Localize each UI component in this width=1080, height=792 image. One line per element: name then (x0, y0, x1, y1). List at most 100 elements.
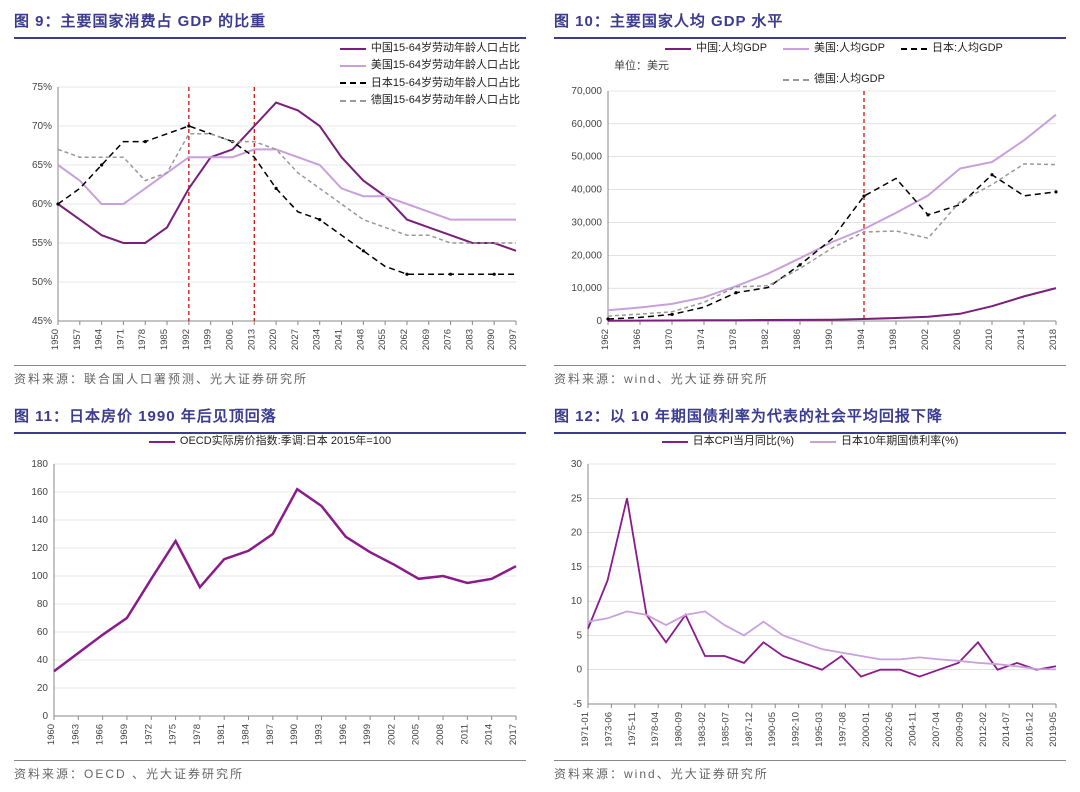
series-line (58, 134, 516, 243)
legend-label: OECD实际房价指数:季调:日本 2015年=100 (180, 434, 391, 449)
svg-text:2027: 2027 (290, 329, 301, 350)
legend-swatch (340, 65, 366, 67)
series-line (608, 175, 1056, 319)
legend-swatch (340, 82, 366, 84)
svg-text:20: 20 (571, 528, 583, 539)
svg-text:55%: 55% (32, 238, 52, 249)
svg-text:2011: 2011 (459, 724, 470, 744)
legend-swatch (783, 48, 809, 50)
svg-text:1966: 1966 (632, 329, 643, 350)
svg-text:140: 140 (31, 515, 48, 526)
svg-text:1997-08: 1997-08 (837, 712, 848, 747)
legend-item: 日本CPI当月同比(%) (662, 434, 794, 449)
svg-text:2004-11: 2004-11 (908, 712, 919, 746)
svg-text:20: 20 (37, 683, 49, 694)
svg-text:80: 80 (37, 599, 49, 610)
svg-text:1982: 1982 (760, 329, 771, 350)
svg-text:1999: 1999 (203, 329, 214, 350)
legend-swatch (340, 100, 366, 102)
svg-text:1969: 1969 (119, 724, 130, 745)
svg-text:15: 15 (571, 562, 583, 573)
legend-item: OECD实际房价指数:季调:日本 2015年=100 (149, 434, 391, 449)
svg-text:20,000: 20,000 (571, 250, 602, 261)
svg-text:2076: 2076 (443, 329, 454, 350)
svg-text:2034: 2034 (312, 329, 323, 350)
legend-item: 日本15-64岁劳动年龄人口占比 (340, 76, 520, 91)
svg-text:50%: 50% (32, 277, 52, 288)
svg-text:2006: 2006 (224, 329, 235, 350)
svg-text:60,000: 60,000 (571, 119, 602, 130)
svg-text:1990: 1990 (824, 329, 835, 350)
svg-text:2009-09: 2009-09 (954, 712, 965, 747)
svg-text:2002: 2002 (386, 724, 397, 745)
svg-text:2016-12: 2016-12 (1025, 712, 1036, 747)
svg-text:1971: 1971 (115, 329, 126, 350)
svg-text:0: 0 (576, 665, 582, 676)
svg-text:75%: 75% (32, 82, 52, 93)
svg-text:70%: 70% (32, 121, 52, 132)
svg-text:1978-04: 1978-04 (650, 712, 661, 747)
svg-text:5: 5 (576, 630, 582, 641)
svg-text:1980-09: 1980-09 (674, 712, 685, 747)
svg-text:1957: 1957 (72, 329, 83, 350)
series-line (58, 126, 516, 274)
legend-item: 美国:人均GDP (783, 41, 885, 56)
legend: 中国15-64岁劳动年龄人口占比美国15-64岁劳动年龄人口占比日本15-64岁… (340, 41, 520, 109)
svg-text:100: 100 (31, 571, 48, 582)
svg-text:40,000: 40,000 (571, 185, 602, 196)
series-line (608, 115, 1056, 311)
svg-text:1962: 1962 (600, 329, 611, 350)
title-fig10: 图 10：主要国家人均 GDP 水平 (554, 10, 1066, 39)
svg-text:2041: 2041 (334, 329, 345, 350)
series-line (608, 164, 1056, 316)
legend-label: 日本:人均GDP (932, 41, 1003, 56)
legend-item: 美国15-64岁劳动年龄人口占比 (340, 58, 520, 73)
legend: OECD实际房价指数:季调:日本 2015年=100 (14, 434, 526, 449)
chart-grid: 图 9：主要国家消费占 GDP 的比重 45%50%55%60%65%70%75… (14, 10, 1066, 782)
svg-text:50,000: 50,000 (571, 152, 602, 163)
svg-text:10: 10 (571, 596, 583, 607)
svg-text:1981: 1981 (216, 724, 227, 745)
chart-svg: 0204060801001201401601801960196319661969… (14, 434, 526, 756)
svg-text:0: 0 (596, 316, 602, 327)
svg-text:2048: 2048 (355, 329, 366, 350)
svg-text:2013: 2013 (246, 329, 257, 350)
svg-text:1986: 1986 (792, 329, 803, 350)
svg-text:1999: 1999 (362, 724, 373, 745)
legend-label: 美国15-64岁劳动年龄人口占比 (371, 58, 520, 73)
svg-text:30: 30 (571, 459, 583, 470)
legend-label: 中国:人均GDP (696, 41, 767, 56)
svg-text:2008: 2008 (435, 724, 446, 745)
legend-swatch (783, 79, 809, 81)
svg-text:单位：美元: 单位：美元 (614, 58, 669, 72)
svg-text:1966: 1966 (95, 724, 106, 745)
legend-label: 日本CPI当月同比(%) (693, 434, 794, 449)
svg-text:1996: 1996 (338, 724, 349, 745)
svg-text:2014: 2014 (1016, 329, 1027, 350)
legend-swatch (810, 441, 836, 443)
chart-svg: -50510152025301971-011973-061975-111978-… (554, 434, 1066, 756)
svg-text:2055: 2055 (377, 329, 388, 350)
legend-item: 中国15-64岁劳动年龄人口占比 (340, 41, 520, 56)
svg-text:40: 40 (37, 655, 49, 666)
svg-text:1987-12: 1987-12 (744, 712, 755, 747)
svg-text:60: 60 (37, 627, 49, 638)
title-fig11: 图 11：日本房价 1990 年后见顶回落 (14, 405, 526, 434)
svg-text:1971-01: 1971-01 (580, 712, 591, 747)
svg-text:1964: 1964 (94, 329, 105, 350)
svg-text:1963: 1963 (70, 724, 81, 745)
svg-text:2020: 2020 (268, 329, 279, 350)
svg-text:1973-06: 1973-06 (603, 712, 614, 747)
svg-text:180: 180 (31, 459, 48, 470)
legend-label: 德国:人均GDP (814, 72, 885, 87)
legend: 中国:人均GDP 美国:人均GDP 日本:人均GDP 德国:人均GDP (664, 41, 1004, 88)
source-fig9: 资料来源：联合国人口署预测、光大证券研究所 (14, 365, 526, 387)
svg-text:30,000: 30,000 (571, 217, 602, 228)
panel-fig9: 图 9：主要国家消费占 GDP 的比重 45%50%55%60%65%70%75… (14, 10, 526, 387)
legend-item: 日本10年期国债利率(%) (810, 434, 958, 449)
svg-text:1998: 1998 (888, 329, 899, 350)
legend-label: 日本10年期国债利率(%) (841, 434, 958, 449)
svg-text:120: 120 (31, 543, 48, 554)
panel-fig12: 图 12：以 10 年期国债利率为代表的社会平均回报下降 -5051015202… (554, 405, 1066, 782)
svg-text:2062: 2062 (399, 329, 410, 350)
